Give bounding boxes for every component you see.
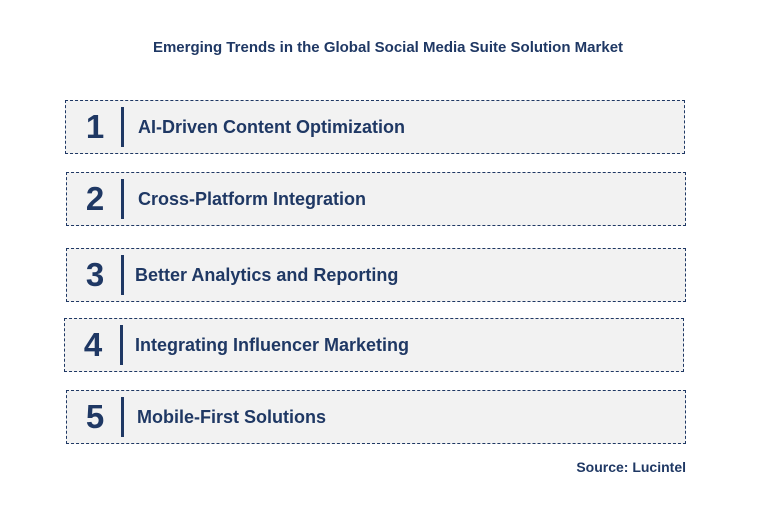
divider-bar: [120, 325, 123, 365]
trend-label: Integrating Influencer Marketing: [135, 334, 410, 355]
trend-label: Better Analytics and Reporting: [135, 264, 399, 285]
trend-item-2: 2 Cross-Platform Integration: [66, 172, 686, 226]
trend-number: 1: [85, 108, 105, 145]
trend-label: Cross-Platform Integration: [138, 188, 367, 209]
trend-number: 4: [83, 326, 103, 363]
trend-number: 3: [85, 256, 105, 293]
trend-item-1: 1 AI-Driven Content Optimization: [65, 100, 685, 154]
trend-item-5: 5 Mobile-First Solutions: [66, 390, 686, 444]
divider-bar: [121, 255, 124, 295]
trend-number: 5: [85, 398, 105, 435]
source-note: Source: Lucintel: [576, 459, 686, 475]
trend-label: Mobile-First Solutions: [137, 406, 326, 427]
divider-bar: [121, 107, 124, 147]
trend-label: AI-Driven Content Optimization: [138, 116, 405, 137]
divider-bar: [121, 397, 124, 437]
diagram-title: Emerging Trends in the Global Social Med…: [152, 39, 624, 56]
divider-bar: [121, 179, 124, 219]
trend-item-4: 4 Integrating Influencer Marketing: [64, 318, 684, 372]
trend-item-3: 3 Better Analytics and Reporting: [66, 248, 686, 302]
trend-number: 2: [85, 180, 105, 217]
